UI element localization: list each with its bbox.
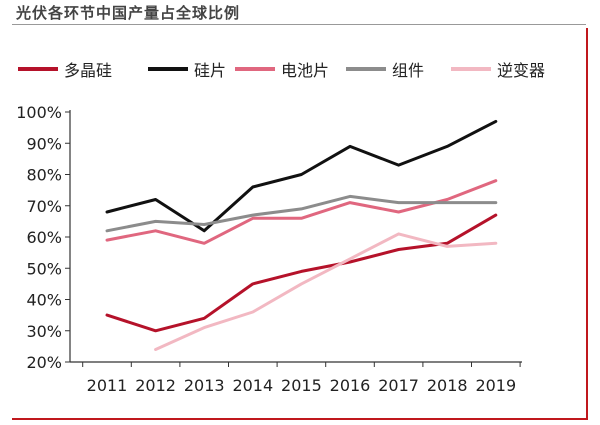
series-line-硅片 xyxy=(105,119,498,233)
frame-border-right xyxy=(586,28,588,420)
x-tick-label: 2015 xyxy=(281,376,322,395)
y-tick-label: 30% xyxy=(26,322,62,341)
x-tick-label: 2018 xyxy=(427,376,468,395)
x-tick-label: 2011 xyxy=(87,376,128,395)
x-tick-label: 2013 xyxy=(184,376,225,395)
legend-label: 多晶硅 xyxy=(64,61,112,80)
y-tick-label: 80% xyxy=(26,166,62,185)
y-tick-label: 70% xyxy=(26,197,62,216)
y-tick-label: 100% xyxy=(16,103,62,122)
series-layer xyxy=(105,119,498,351)
y-tick-label: 50% xyxy=(26,259,62,278)
y-tick-label: 90% xyxy=(26,134,62,153)
x-tick-label: 2016 xyxy=(330,376,371,395)
series-line-逆变器 xyxy=(154,232,498,351)
legend-label: 硅片 xyxy=(194,61,226,80)
legend-label: 逆变器 xyxy=(497,61,545,80)
axes: 20% 30% 40% 50% 60% 70% 80% 90% 100% 2011 2012 2013… xyxy=(16,103,522,395)
legend-label: 组件 xyxy=(392,61,424,80)
legend: 多晶硅 硅片 电池片 组件 逆变器 xyxy=(18,61,545,80)
series-line-组件 xyxy=(105,194,498,233)
x-tick-label: 2019 xyxy=(475,376,516,395)
legend-label: 电池片 xyxy=(281,61,329,80)
frame-border-bottom xyxy=(12,418,588,420)
y-tick-label: 20% xyxy=(26,353,62,372)
chart-title: 光伏各环节中国产量占全球比例 xyxy=(16,4,241,22)
series-line-多晶硅 xyxy=(105,213,498,333)
x-tick-label: 2014 xyxy=(232,376,273,395)
x-tick-label: 2017 xyxy=(378,376,419,395)
y-tick-label: 40% xyxy=(26,291,62,310)
title-divider xyxy=(12,24,586,25)
y-tick-label: 60% xyxy=(26,228,62,247)
x-tick-label: 2012 xyxy=(135,376,176,395)
series-line-电池片 xyxy=(105,179,498,245)
